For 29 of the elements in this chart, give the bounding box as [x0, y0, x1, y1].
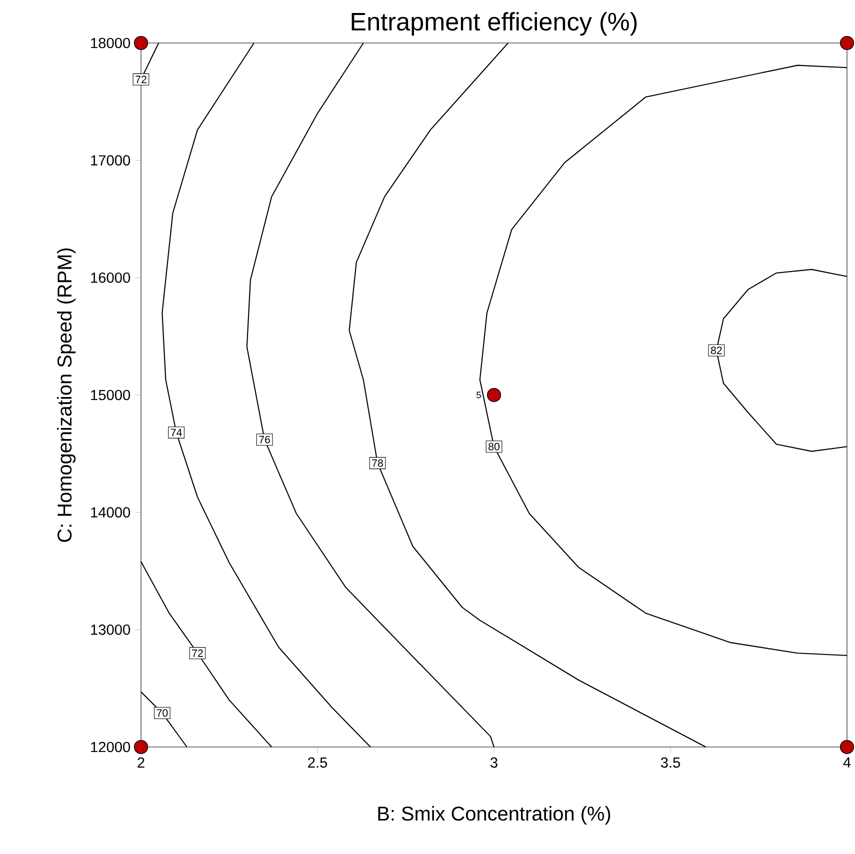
y-tick-label: 17000 [91, 155, 130, 166]
point [840, 740, 854, 754]
y-tick-label: 12000 [91, 742, 130, 752]
series-label: 74 [170, 428, 182, 436]
y-tick-label: 13000 [91, 624, 130, 635]
y-tick-label: 14000 [91, 507, 130, 518]
y-axis-title: C: Homogenization Speed (RPM) [57, 248, 76, 542]
series-label: 70 [156, 709, 168, 717]
x-tick-label: 3.5 [660, 757, 680, 768]
series-label: 76 [259, 436, 270, 444]
series-label: 78 [372, 459, 383, 467]
point [840, 36, 854, 50]
point [134, 36, 148, 50]
text: 72 [136, 76, 146, 84]
chart-title: Entrapment efficiency (%) [352, 12, 637, 36]
annotation: 5 [476, 392, 481, 398]
y-tick-label: 16000 [91, 272, 130, 283]
point [486, 388, 502, 402]
y-tick-label: 18000 [91, 38, 130, 48]
series-label: 82 [710, 346, 722, 354]
series-label: 72 [192, 649, 203, 657]
x-axis-title: B: Smix Concentration (%) [378, 806, 610, 825]
point [134, 740, 148, 754]
x-tick-label: 3 [490, 757, 498, 768]
series-label: 80 [488, 442, 500, 450]
x-tick-label: 2.5 [308, 757, 328, 768]
x-tick-label: 4 [843, 757, 851, 768]
x-tick-label: 2 [138, 757, 144, 768]
y-tick-label: 15000 [91, 390, 130, 400]
